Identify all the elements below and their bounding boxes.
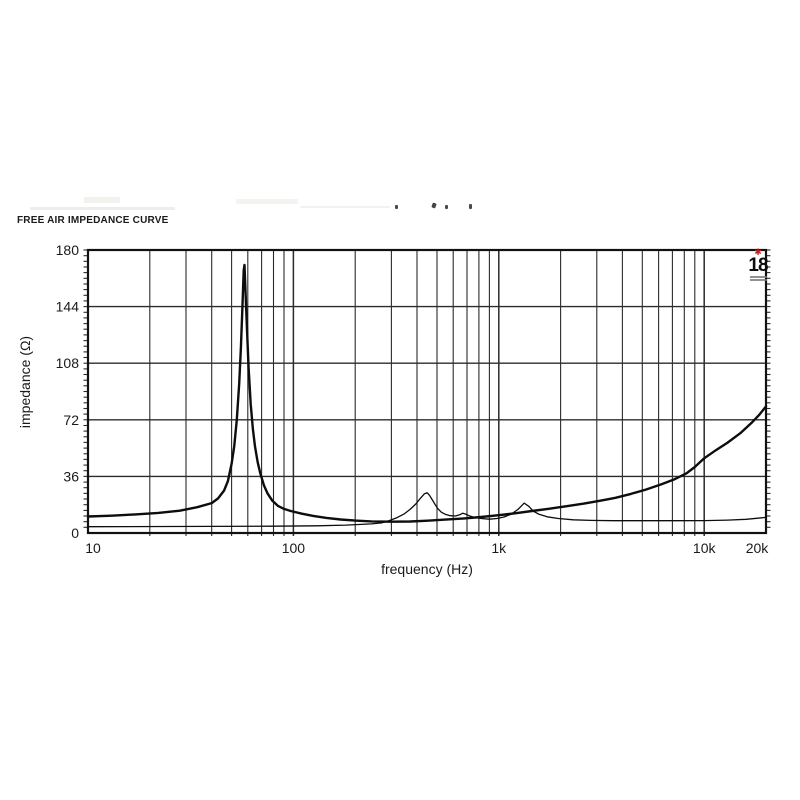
y-tick-label: 144 bbox=[56, 299, 80, 315]
x-tick-label: 100 bbox=[282, 540, 306, 556]
x-axis-title: frequency (Hz) bbox=[381, 561, 473, 577]
eighteen-sound-logo: ✱ 18 bbox=[744, 248, 772, 281]
y-tick-label: 72 bbox=[63, 412, 79, 428]
scan-artifact bbox=[469, 204, 472, 209]
x-tick-label: 10 bbox=[85, 540, 101, 556]
curve-free-air-impedance bbox=[86, 263, 768, 523]
x-tick-label: 20k bbox=[746, 540, 770, 556]
logo-fineprint-line bbox=[749, 279, 767, 281]
x-tick-label: 10k bbox=[693, 540, 717, 556]
curve-secondary-trace bbox=[87, 492, 767, 528]
y-tick-label: 108 bbox=[56, 355, 80, 371]
plot-border bbox=[86, 248, 768, 535]
scan-artifact bbox=[30, 207, 175, 210]
scan-artifact bbox=[84, 197, 120, 203]
scan-artifact bbox=[445, 205, 448, 209]
scan-artifact bbox=[236, 199, 298, 204]
x-tick-label: 1k bbox=[491, 540, 507, 556]
logo-fineprint-line bbox=[749, 276, 767, 278]
chart-title: FREE AIR IMPEDANCE CURVE bbox=[17, 215, 169, 226]
star-icon: ✱ bbox=[754, 247, 762, 257]
y-tick-label: 180 bbox=[56, 242, 80, 258]
y-tick-label: 36 bbox=[63, 468, 79, 484]
logo-number: 18 bbox=[748, 255, 768, 276]
scan-artifact bbox=[395, 205, 398, 209]
scan-artifact bbox=[300, 206, 390, 208]
y-tick-label: 0 bbox=[71, 525, 79, 541]
